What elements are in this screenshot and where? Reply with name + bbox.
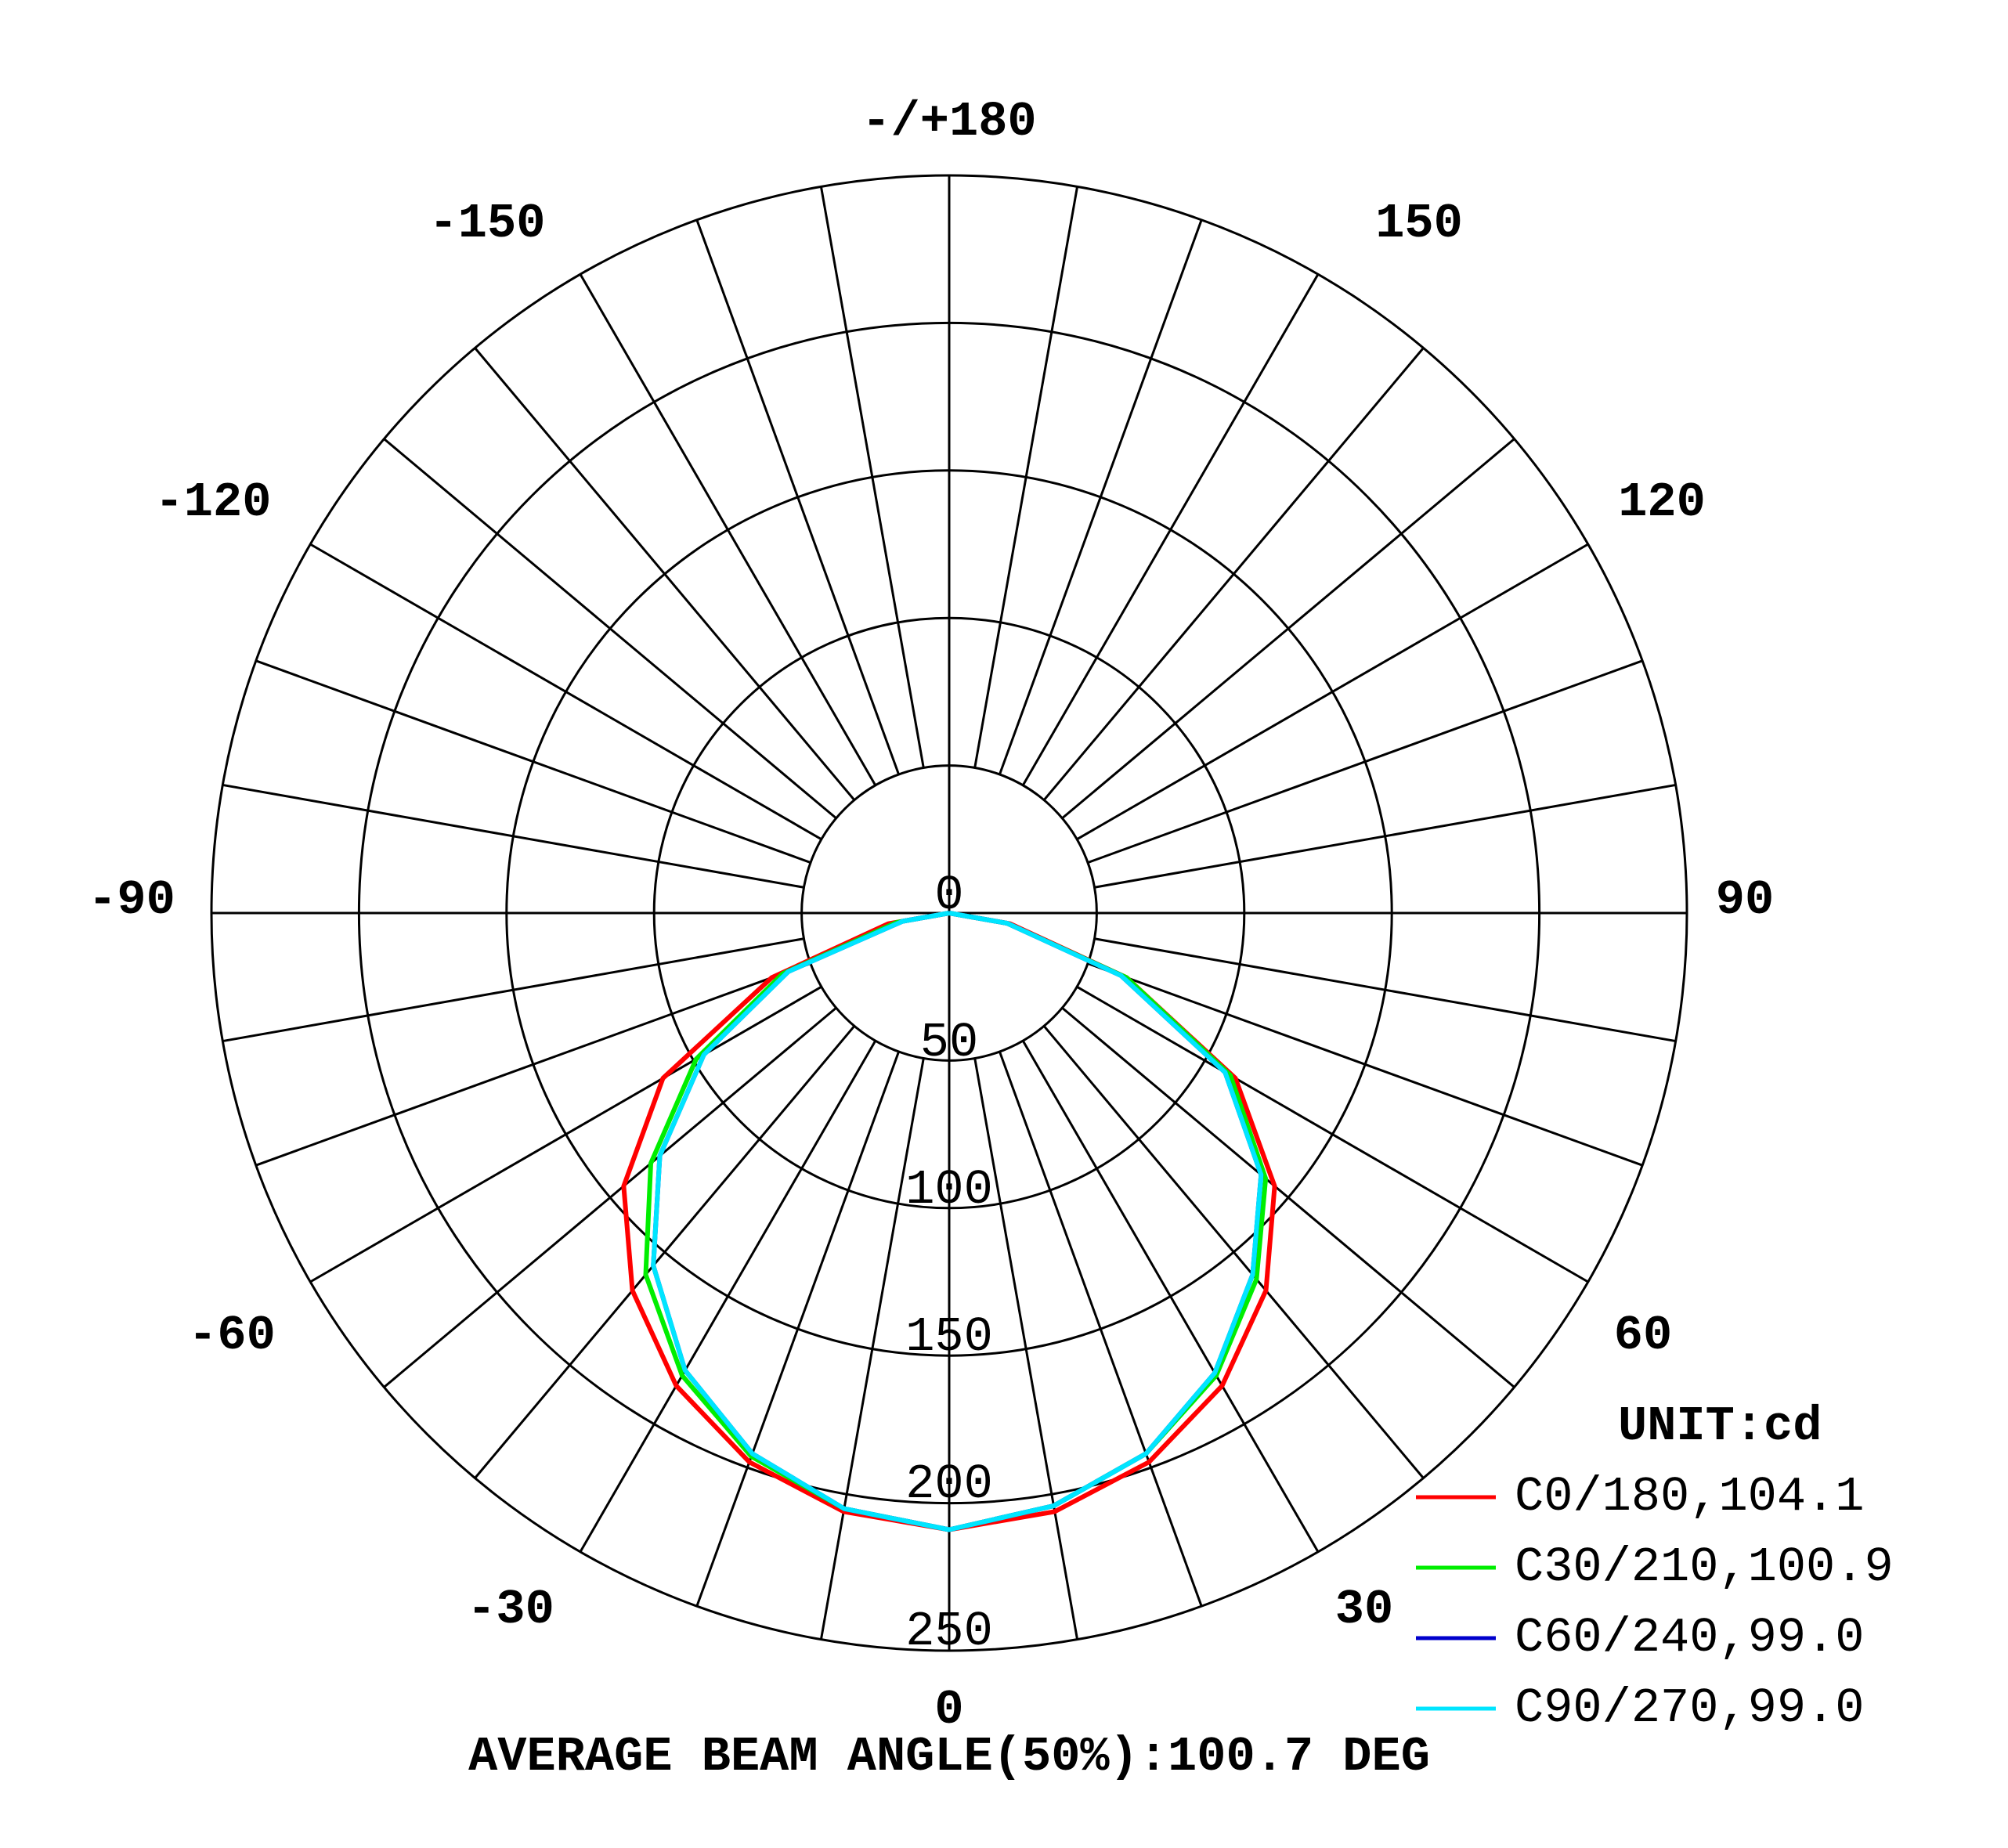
- grid-spoke-290: [255, 962, 811, 1167]
- radial-tick-100: 100: [905, 1162, 993, 1218]
- radial-tick-50: 50: [920, 1015, 978, 1070]
- grid-spoke-50: [1061, 1006, 1515, 1388]
- angle-label-0: 0: [934, 1682, 963, 1738]
- grid-spoke-340: [695, 1051, 900, 1607]
- legend: C0/180,104.1 C30/210,100.9 C60/240,99.0 …: [1416, 1469, 1894, 1736]
- grid-spoke-190: [819, 186, 925, 768]
- angle-label-180: -/+180: [861, 94, 1036, 150]
- radial-tick-250: 250: [905, 1604, 993, 1659]
- angle-label-90: 90: [1716, 872, 1774, 928]
- radial-tick-0: 0: [934, 868, 963, 923]
- legend-label-c0: C0/180,104.1: [1515, 1469, 1864, 1525]
- angle-label-minus-150: -150: [429, 196, 546, 251]
- grid-spoke-260: [222, 783, 804, 889]
- grid-spoke-170: [973, 186, 1079, 768]
- grid-spoke-130: [1061, 438, 1515, 820]
- grid-spoke-300: [309, 985, 822, 1283]
- grid-spoke-310: [383, 1006, 837, 1388]
- angle-label-minus-120: -120: [155, 475, 272, 530]
- grid-spoke-210: [579, 273, 877, 786]
- grid-spoke-20: [999, 1051, 1203, 1607]
- legend-label-c30: C30/210,100.9: [1515, 1539, 1894, 1595]
- grid-spoke-230: [383, 438, 837, 820]
- angle-label-30: 30: [1335, 1582, 1393, 1637]
- grid-spoke-220: [474, 347, 856, 801]
- grid-spoke-10: [973, 1058, 1079, 1640]
- light-distribution-curves: [621, 911, 1277, 1532]
- series-curve-3: [651, 911, 1264, 1532]
- grid-spoke-80: [1094, 937, 1676, 1043]
- beam-angle-footer: AVERAGE BEAM ANGLE(50%):100.7 DEG: [468, 1729, 1430, 1785]
- grid-spoke-70: [1087, 962, 1643, 1167]
- grid-spoke-240: [309, 543, 822, 841]
- radial-tick-200: 200: [905, 1456, 993, 1512]
- unit-label: UNIT:cd: [1618, 1399, 1822, 1454]
- legend-label-c90: C90/270,99.0: [1515, 1680, 1864, 1736]
- polar-grid: [210, 174, 1688, 1652]
- grid-spoke-60: [1076, 985, 1589, 1283]
- grid-spoke-110: [1087, 659, 1643, 864]
- angle-label-minus-60: -60: [188, 1308, 276, 1363]
- angle-label-60: 60: [1614, 1308, 1672, 1363]
- angle-label-120: 120: [1618, 475, 1706, 530]
- grid-spoke-200: [695, 219, 900, 775]
- grid-spoke-150: [1021, 273, 1320, 786]
- grid-spoke-350: [819, 1058, 925, 1640]
- grid-spoke-160: [999, 219, 1203, 775]
- grid-spoke-250: [255, 659, 811, 864]
- legend-label-c60: C60/240,99.0: [1515, 1610, 1864, 1666]
- grid-spoke-100: [1094, 783, 1676, 889]
- angle-label-minus-30: -30: [467, 1582, 554, 1637]
- grid-spoke-280: [222, 937, 804, 1043]
- grid-spoke-330: [579, 1040, 877, 1553]
- grid-spoke-140: [1042, 347, 1425, 801]
- grid-spoke-30: [1021, 1040, 1320, 1553]
- radial-tick-150: 150: [905, 1309, 993, 1365]
- angle-label-150: 150: [1375, 196, 1463, 251]
- grid-spoke-40: [1042, 1025, 1425, 1479]
- angle-label-minus-90: -90: [88, 872, 175, 928]
- grid-spoke-320: [474, 1025, 856, 1479]
- grid-spoke-120: [1076, 543, 1589, 841]
